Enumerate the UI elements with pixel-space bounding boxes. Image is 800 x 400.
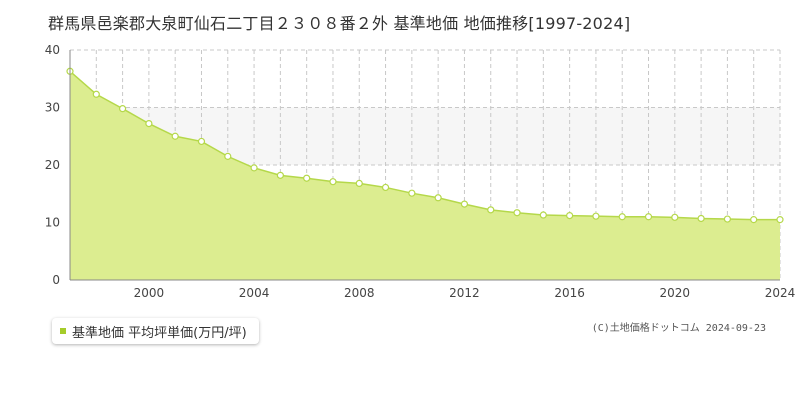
data-point-2004 xyxy=(250,164,258,172)
data-point-2014 xyxy=(513,209,521,217)
y-tick-label-30: 30 xyxy=(45,101,60,115)
data-point-2008 xyxy=(355,179,363,187)
data-point-2023 xyxy=(750,216,758,224)
x-tick-label-2020: 2020 xyxy=(660,286,691,300)
y-tick-label-0: 0 xyxy=(52,273,60,287)
y-tick-label-40: 40 xyxy=(45,43,60,57)
data-point-2018 xyxy=(618,213,626,221)
y-tick-label-10: 10 xyxy=(45,216,60,230)
data-point-2010 xyxy=(408,189,416,197)
plot-band-30-40 xyxy=(70,50,780,108)
data-point-2015 xyxy=(539,211,547,219)
legend-label: 基準地価 平均坪単価(万円/坪) xyxy=(72,325,247,341)
data-point-2017 xyxy=(592,212,600,220)
y-axis-ticks: 0 10 20 30 40 xyxy=(45,43,60,287)
legend: 基準地価 平均坪単価(万円/坪) xyxy=(52,318,259,344)
data-point-2016 xyxy=(566,212,574,220)
area-fill xyxy=(70,71,780,280)
data-point-2006 xyxy=(303,174,311,182)
copyright-notice: (C)土地価格ドットコム 2024-09-23 xyxy=(591,323,766,334)
data-point-2012 xyxy=(460,200,469,208)
data-point-2024 xyxy=(776,216,784,224)
x-tick-label-2008: 2008 xyxy=(344,286,375,300)
y-tick-label-20: 20 xyxy=(45,158,60,172)
data-point-2009 xyxy=(381,183,390,192)
data-point-2021 xyxy=(697,214,705,223)
x-tick-label-2004: 2004 xyxy=(239,286,270,300)
x-tick-label-2024: 2024 xyxy=(765,286,796,300)
data-point-2020 xyxy=(671,213,679,221)
data-point-2022 xyxy=(723,215,732,223)
data-point-2011 xyxy=(434,194,442,202)
series-line xyxy=(69,70,780,221)
data-point-2019 xyxy=(644,213,653,221)
data-point-2005 xyxy=(276,171,284,179)
x-tick-label-2012: 2012 xyxy=(449,286,480,300)
data-point-2000 xyxy=(145,119,153,128)
legend-swatch xyxy=(60,328,66,334)
data-point-2013 xyxy=(487,206,495,214)
x-tick-label-2016: 2016 xyxy=(554,286,585,300)
data-point-1998 xyxy=(92,90,100,98)
data-point-2003 xyxy=(224,152,232,160)
data-point-2001 xyxy=(171,132,179,140)
chart-title: 群馬県邑楽郡大泉町仙石二丁目２３０８番２外 基準地価 地価推移[1997-202… xyxy=(48,14,631,33)
data-point-1999 xyxy=(118,105,127,113)
data-point-2007 xyxy=(329,178,337,186)
x-tick-label-2000: 2000 xyxy=(134,286,165,300)
x-axis-ticks: 2000 2004 2008 2012 2016 2020 2024 xyxy=(134,286,796,300)
data-point-2002 xyxy=(197,137,206,146)
